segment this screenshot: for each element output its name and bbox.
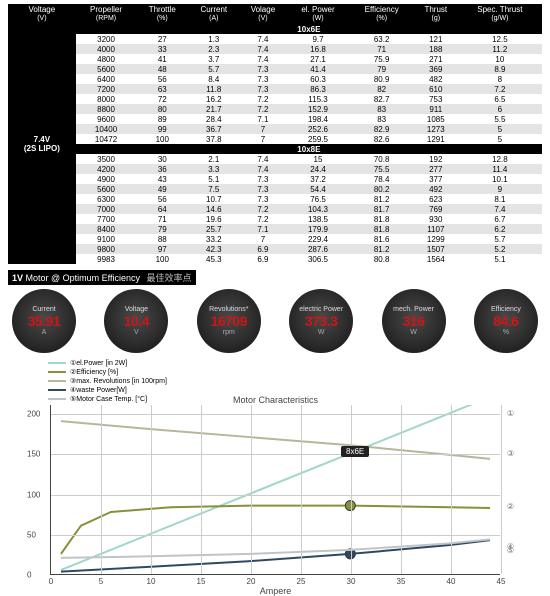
legend-item: ④waste Power[W] [48, 386, 542, 394]
col-header: Propeller(RPM) [76, 4, 137, 24]
table-row: 72006311.87.386.3826107.2 [8, 84, 542, 94]
y-tick: 200 [27, 409, 40, 418]
table-row: 80007216.27.2115.382.77536.5 [8, 94, 542, 104]
col-header: Voltage(V) [8, 4, 76, 24]
x-tick: 25 [297, 577, 306, 586]
right-marker: ② [507, 502, 514, 511]
kpi-badge: Voltage10.4V [104, 289, 168, 353]
y-tick: 150 [27, 450, 40, 459]
table-row: 98009742.36.9287.681.215075.2 [8, 244, 542, 254]
kpi-badge: Efficiency84.6% [474, 289, 538, 353]
x-tick: 0 [49, 577, 53, 586]
x-tick: 30 [347, 577, 356, 586]
legend-item: ②Efficiency [%] [48, 368, 542, 376]
col-header: Volage(V) [239, 4, 286, 24]
table-row: 4900435.17.337.278.437710.1 [8, 174, 542, 184]
kpi-row: Current35.91A Voltage10.4V Revolutions*167… [8, 289, 542, 353]
series-temp [61, 540, 490, 559]
legend-swatch [48, 362, 66, 364]
table-row: 91008833.27229.481.612995.7 [8, 234, 542, 244]
table-row: 3500302.17.41570.819212.8 [8, 154, 542, 164]
col-header: el. Power(W) [287, 4, 350, 24]
table-row: 96008928.47.1198.48310855.5 [8, 114, 542, 124]
right-marker: ① [507, 409, 514, 418]
x-tick: 45 [497, 577, 506, 586]
section-label: 10x6E [76, 24, 542, 34]
right-marker: ③ [507, 449, 514, 458]
table-row: 3200271.37.49.763.212112.5 [8, 34, 542, 44]
table-row: 4000332.37.416.87118811.2 [8, 44, 542, 54]
legend-item: ①el.Power [in 2W] [48, 359, 542, 367]
x-tick: 20 [247, 577, 256, 586]
table-row: 6400568.47.360.380.94828 [8, 74, 542, 84]
data-table: Voltage(V)Propeller(RPM)Throttle(%)Curre… [8, 4, 542, 264]
x-tick: 40 [447, 577, 456, 586]
table-row: 1047210037.87259.582.612915 [8, 134, 542, 144]
kpi-lead: 1V [12, 273, 23, 283]
col-header: Throttle(%) [136, 4, 188, 24]
table-row: 5600497.57.354.480.24929 [8, 184, 542, 194]
legend-swatch [48, 389, 66, 391]
y-tick: 50 [27, 531, 36, 540]
section-label: 10x8E [76, 144, 542, 154]
col-header: Efficiency(%) [350, 4, 414, 24]
legend-swatch [48, 371, 66, 373]
legend-item: ③max. Revolutions [in 100rpm] [48, 377, 542, 385]
y-tick: 0 [27, 571, 31, 580]
kpi-header: 1V Motor @ Optimum Efficiency 最佳效率点 [8, 270, 196, 285]
x-tick: 35 [397, 577, 406, 586]
legend-swatch [48, 398, 66, 400]
col-header: Thrust(g) [414, 4, 458, 24]
table-row: 4200363.37.424.475.527711.4 [8, 164, 542, 174]
legend-swatch [48, 380, 66, 382]
kpi-badge: Current35.91A [12, 289, 76, 353]
table-row: 4800413.77.427.175.927110 [8, 54, 542, 64]
x-tick: 15 [197, 577, 206, 586]
table-row: 77007119.67.2138.581.89306.7 [8, 214, 542, 224]
table-row: 5600485.77.341.4793698.9 [8, 64, 542, 74]
chart-title: Motor Characteristics [233, 395, 318, 405]
x-tick: 5 [99, 577, 103, 586]
x-axis-label: Ampere [260, 586, 292, 596]
col-header: Spec. Thrust(g/W) [458, 4, 542, 24]
table-row: 70006414.67.2104.381.77697.4 [8, 204, 542, 214]
x-tick: 10 [147, 577, 156, 586]
kpi-badge: electric Power373.3W [289, 289, 353, 353]
table-row: 84007925.77.1179.981.811076.2 [8, 224, 542, 234]
kpi-badge: mech. Power316W [382, 289, 446, 353]
table-row: 104009936.77252.682.912735 [8, 124, 542, 134]
kpi-badge: Revolutions*16709rpm [197, 289, 261, 353]
table-row: 88008021.77.2152.9839116 [8, 104, 542, 114]
col-header: Current(A) [188, 4, 239, 24]
y-tick: 100 [27, 490, 40, 499]
table-row: 998310045.36.9306.580.815645.1 [8, 254, 542, 264]
voltage-side: 7.4V(2S LIPO) [8, 24, 76, 264]
kpi-text: Motor @ Optimum Efficiency [26, 273, 141, 283]
right-marker: ⑤ [507, 546, 514, 555]
table-row: 63005610.77.376.581.26238.1 [8, 194, 542, 204]
chart-annotation: 8x6E [341, 446, 369, 457]
kpi-cjk: 最佳效率点 [147, 273, 192, 283]
